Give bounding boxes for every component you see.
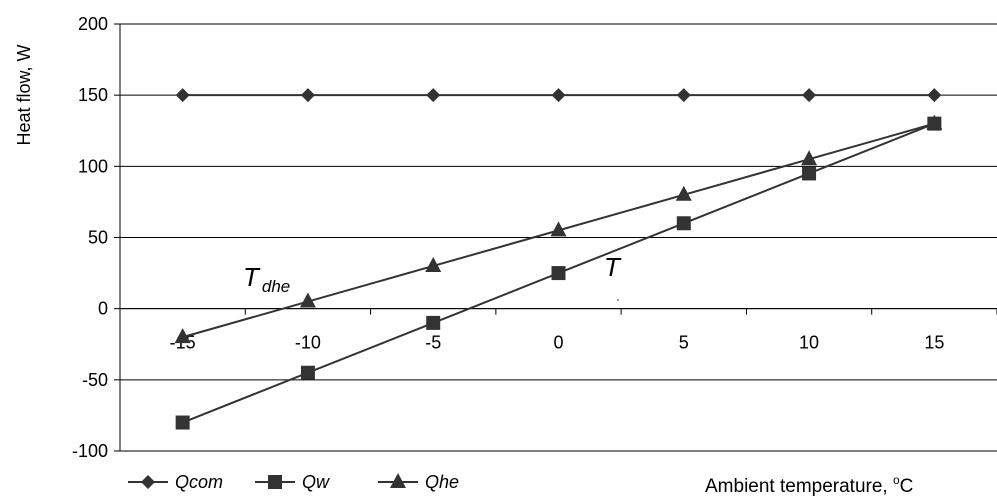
y-tick-label: 200 <box>78 14 108 34</box>
series-qcom <box>175 88 942 103</box>
legend-item-qw: Qw <box>255 472 330 492</box>
legend: Qcom Qw Qhe <box>128 472 459 492</box>
data-point <box>300 88 315 103</box>
x-tick-label: 15 <box>924 333 944 353</box>
legend-item-qhe: Qhe <box>378 472 459 492</box>
legend-label: Qhe <box>425 472 459 492</box>
data-point <box>550 221 567 237</box>
legend-marker <box>268 475 282 489</box>
data-point <box>802 166 817 181</box>
data-point <box>300 365 315 380</box>
x-axis-label-unit: C <box>900 476 914 497</box>
x-axis-label-main: Ambient temperature, <box>705 476 893 497</box>
y-tick-label: -50 <box>82 370 108 390</box>
legend-marker <box>141 475 155 489</box>
axes <box>114 23 997 452</box>
data-point <box>551 88 566 103</box>
data-point <box>426 88 441 103</box>
x-axis-label-degree: o <box>893 473 900 487</box>
data-point <box>299 292 316 308</box>
x-tick-label: -10 <box>295 333 321 353</box>
data-point <box>426 315 441 330</box>
series-layer <box>174 88 943 430</box>
annotation-t: T <box>604 252 622 282</box>
y-tick-labels: -100 -50 0 50 100 150 200 <box>72 14 108 461</box>
data-point <box>676 216 691 231</box>
data-point <box>175 88 190 103</box>
legend-label: Qw <box>302 472 330 492</box>
x-tick-label: 0 <box>553 333 563 353</box>
legend-label: Qcom <box>175 472 223 492</box>
y-tick-label: 150 <box>78 85 108 105</box>
x-tick-label: 10 <box>799 333 819 353</box>
x-tick-label: 5 <box>679 333 689 353</box>
data-point <box>926 114 943 130</box>
grid-lines <box>120 23 997 452</box>
y-tick-label: 100 <box>78 156 108 176</box>
annotation-tdhe-main: T <box>243 262 261 292</box>
annotation-t-sub: ' <box>617 298 619 309</box>
legend-item-qcom: Qcom <box>128 472 223 492</box>
data-point <box>425 256 442 272</box>
data-point <box>801 150 818 166</box>
series-qw <box>175 116 942 430</box>
x-axis-label: Ambient temperature, oC <box>705 473 913 497</box>
annotation-tdhe-sub: dhe <box>262 277 290 296</box>
data-point <box>927 88 942 103</box>
y-tick-label: 0 <box>98 299 108 319</box>
data-point <box>175 415 190 430</box>
data-point <box>676 88 691 103</box>
data-point <box>174 328 191 344</box>
y-tick-label: 50 <box>88 228 108 248</box>
data-point <box>675 185 692 201</box>
series-qhe <box>174 114 943 344</box>
data-point <box>551 266 566 281</box>
y-tick-label: -100 <box>72 441 108 461</box>
legend-marker <box>390 473 406 488</box>
data-point <box>802 88 817 103</box>
y-axis-label: Heat flow, W <box>14 44 34 145</box>
x-tick-label: -5 <box>425 333 441 353</box>
